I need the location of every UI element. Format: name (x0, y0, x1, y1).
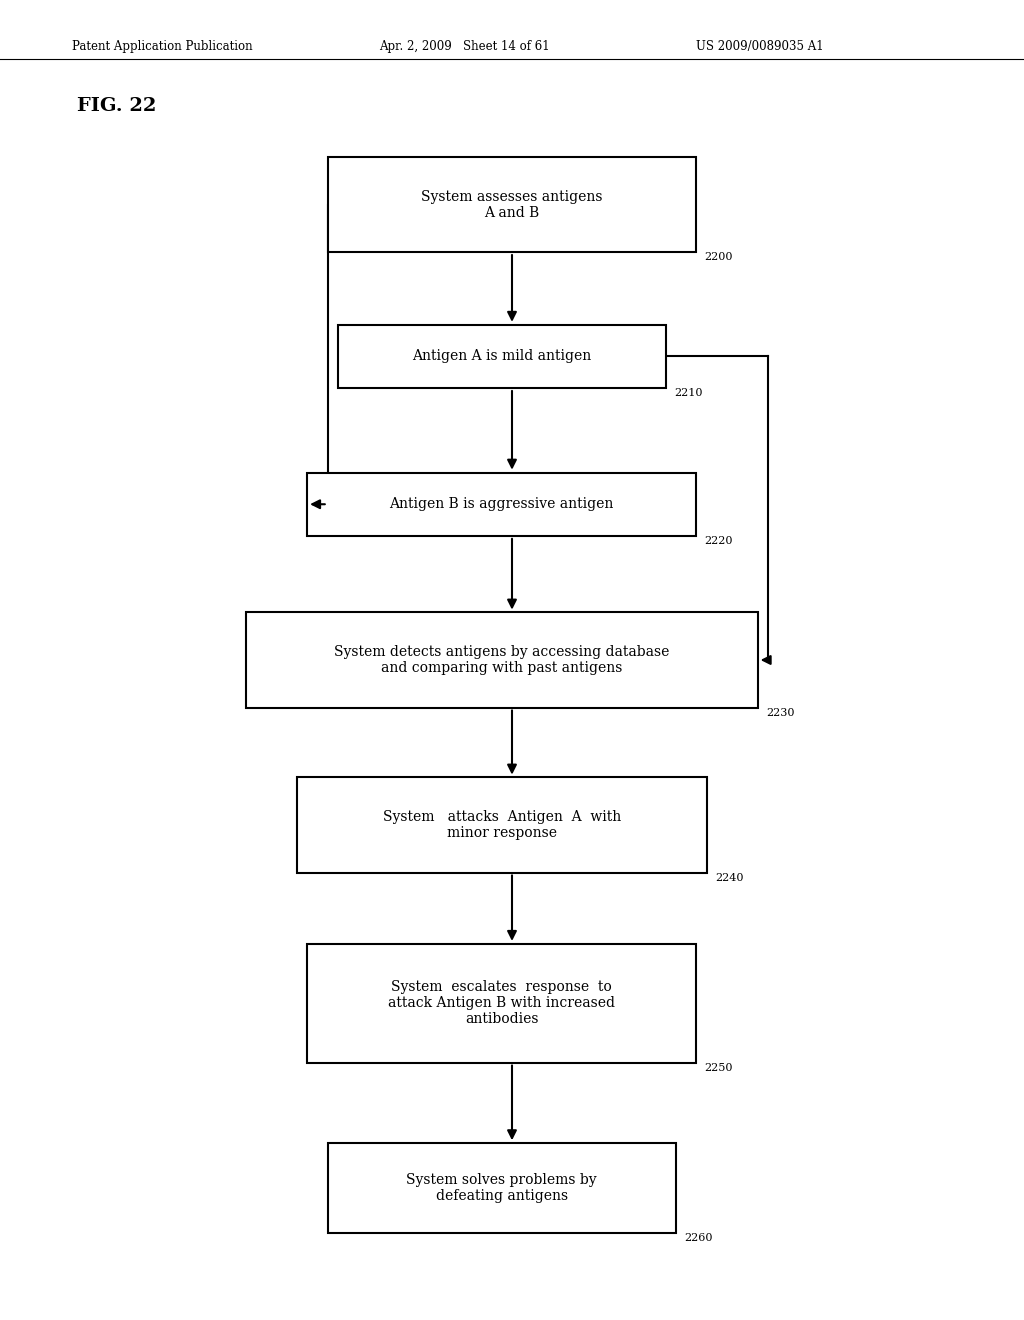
FancyBboxPatch shape (338, 325, 666, 388)
Text: System   attacks  Antigen  A  with
minor response: System attacks Antigen A with minor resp… (383, 810, 621, 840)
Text: Antigen B is aggressive antigen: Antigen B is aggressive antigen (389, 498, 614, 511)
FancyBboxPatch shape (297, 777, 707, 873)
Text: System  escalates  response  to
attack Antigen B with increased
antibodies: System escalates response to attack Anti… (388, 979, 615, 1027)
Text: 2230: 2230 (766, 708, 795, 718)
FancyBboxPatch shape (328, 1143, 676, 1233)
Text: FIG. 22: FIG. 22 (77, 96, 157, 115)
FancyBboxPatch shape (246, 612, 758, 708)
Text: 2260: 2260 (684, 1233, 713, 1243)
Text: US 2009/0089035 A1: US 2009/0089035 A1 (696, 40, 824, 53)
Text: 2210: 2210 (674, 388, 702, 399)
Text: Apr. 2, 2009   Sheet 14 of 61: Apr. 2, 2009 Sheet 14 of 61 (379, 40, 550, 53)
Text: 2200: 2200 (705, 252, 733, 263)
FancyBboxPatch shape (307, 473, 696, 536)
Text: Patent Application Publication: Patent Application Publication (72, 40, 252, 53)
FancyBboxPatch shape (307, 944, 696, 1063)
Text: System assesses antigens
A and B: System assesses antigens A and B (421, 190, 603, 219)
Text: System solves problems by
defeating antigens: System solves problems by defeating anti… (407, 1173, 597, 1203)
FancyBboxPatch shape (328, 157, 696, 252)
Text: System detects antigens by accessing database
and comparing with past antigens: System detects antigens by accessing dat… (334, 645, 670, 675)
Text: 2240: 2240 (715, 873, 743, 883)
Text: 2220: 2220 (705, 536, 733, 546)
Text: 2250: 2250 (705, 1063, 733, 1073)
Text: Antigen A is mild antigen: Antigen A is mild antigen (412, 350, 592, 363)
